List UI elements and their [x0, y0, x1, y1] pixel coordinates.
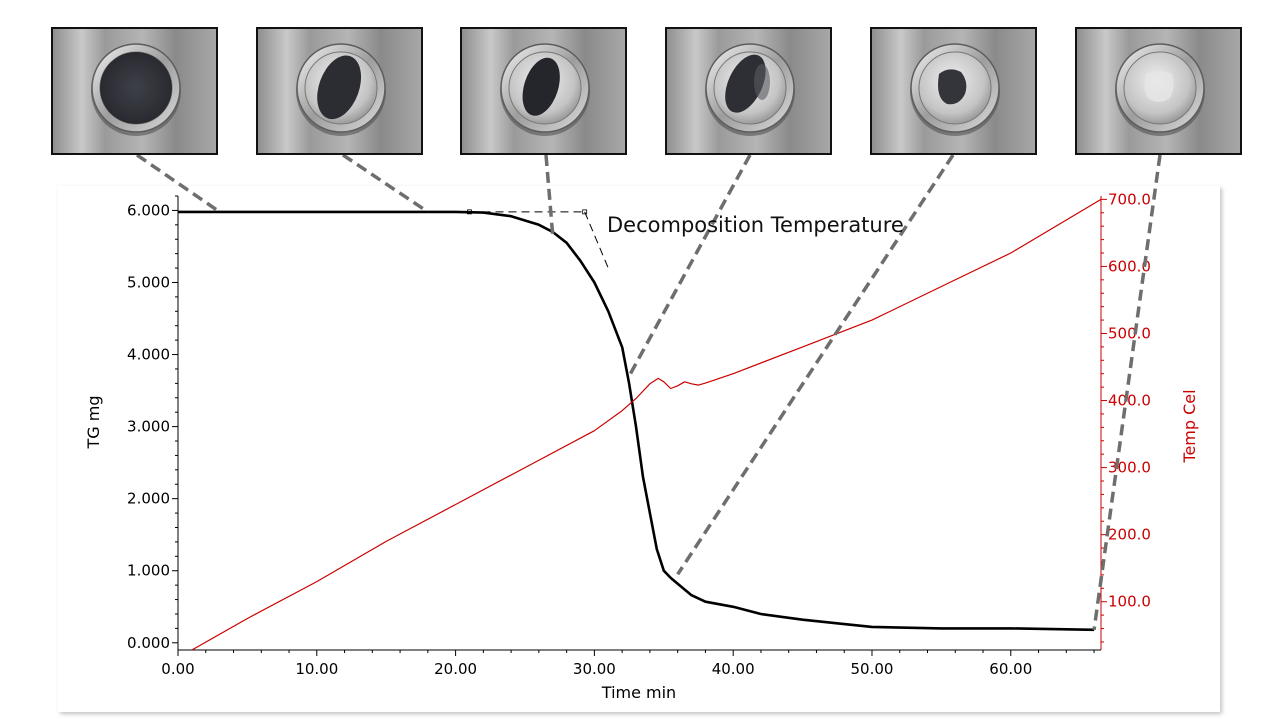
photo-frame: [870, 27, 1037, 155]
sample-residue: [938, 69, 967, 105]
tangent-marker: [467, 209, 472, 215]
y-tick-label: 1.000: [127, 562, 170, 580]
annotation-decomposition: Decomposition Temperature: [607, 213, 904, 237]
photo-frame: [460, 27, 627, 155]
photo-connector: [1092, 154, 1162, 631]
y2-tick-label: 700.0: [1108, 190, 1151, 208]
x-tick-label: 60.00: [989, 660, 1032, 678]
photo-connector: [342, 153, 429, 214]
y-tick-label: 0.000: [127, 634, 170, 652]
y2-tick-label: 200.0: [1108, 526, 1151, 544]
sample-material: [522, 57, 560, 116]
photo-frame: [1075, 27, 1242, 155]
sample-photo: [256, 27, 423, 155]
tangent-marker: [582, 209, 588, 215]
sample-material-edge: [754, 64, 770, 100]
photo-frame: [256, 27, 423, 155]
tangent-line: [584, 211, 609, 269]
sample-photo: [51, 27, 218, 155]
sample-material: [317, 55, 362, 120]
y2-axis-label: Temp Cel: [1180, 389, 1199, 463]
photo-frame: [51, 27, 218, 155]
tick-labels: 0.00 10.00 20.00 30.00 40.00 50.00 60.00 0.000 1…: [127, 190, 1151, 678]
x-tick-label: 0.00: [161, 660, 194, 678]
sample-photo: [870, 27, 1037, 155]
y-tick-label: 3.000: [127, 418, 170, 436]
data-series: [178, 198, 1102, 651]
photo-connector: [676, 154, 955, 576]
sample-material: [100, 52, 172, 124]
photo-frame: [665, 27, 832, 155]
y2-tick-label: 600.0: [1108, 257, 1151, 275]
x-axis-label: Time min: [601, 683, 676, 702]
y2-tick-label: 400.0: [1108, 392, 1151, 410]
photo-connector: [544, 154, 555, 236]
y-tick-label: 4.000: [127, 346, 170, 364]
sample-photo: [665, 27, 832, 155]
sample-photo: [460, 27, 627, 155]
y2-tick-label: 500.0: [1108, 324, 1151, 342]
y-tick-label: 2.000: [127, 490, 170, 508]
sample-photo: [1075, 27, 1242, 155]
temperature-series-line: [191, 198, 1102, 651]
photo-connector: [627, 154, 752, 377]
axes: [172, 195, 1107, 656]
tg-series-line: [178, 210, 1095, 632]
y2-tick-label: 300.0: [1108, 459, 1151, 477]
x-tick-label: 30.00: [573, 660, 616, 678]
y-axis-label: TG mg: [84, 396, 103, 450]
x-tick-label: 10.00: [295, 660, 338, 678]
x-tick-label: 20.00: [434, 660, 477, 678]
sample-photos: [51, 27, 1242, 155]
y-tick-label: 6.000: [127, 201, 170, 219]
y2-tick-label: 100.0: [1108, 593, 1151, 611]
sample-material: [725, 54, 766, 113]
photo-connectors: [136, 153, 1162, 631]
y-tick-label: 5.000: [127, 273, 170, 291]
sample-residue: [1144, 71, 1174, 102]
x-tick-label: 50.00: [851, 660, 894, 678]
x-tick-label: 40.00: [712, 660, 755, 678]
